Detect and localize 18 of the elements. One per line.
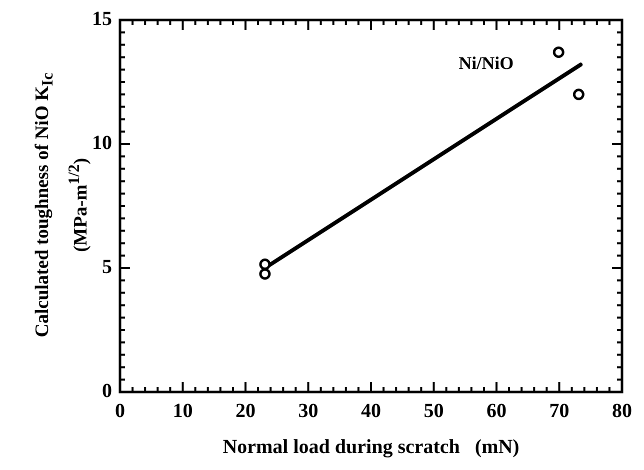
x-tick-label: 40 bbox=[361, 400, 381, 422]
y-tick-label: 5 bbox=[102, 256, 112, 278]
x-tick-label: 30 bbox=[298, 400, 318, 422]
text: Ni/NiO bbox=[458, 52, 514, 73]
point bbox=[259, 268, 271, 280]
y-tick-label: 10 bbox=[92, 132, 112, 154]
x-tick-label: 10 bbox=[172, 400, 193, 422]
point bbox=[259, 258, 271, 270]
y-tick-label: 0 bbox=[102, 380, 112, 402]
point bbox=[572, 88, 584, 100]
x-tick-label: 80 bbox=[612, 400, 632, 422]
x-tick-label: 60 bbox=[486, 400, 506, 422]
x-tick-label: 70 bbox=[549, 400, 570, 422]
x-tick-label: 20 bbox=[236, 400, 256, 422]
x-axis-title: Normal load during scratch (mN) bbox=[222, 436, 520, 458]
y-tick-label: 15 bbox=[92, 8, 112, 30]
x-tick-label: 50 bbox=[424, 400, 444, 422]
point bbox=[552, 46, 564, 58]
